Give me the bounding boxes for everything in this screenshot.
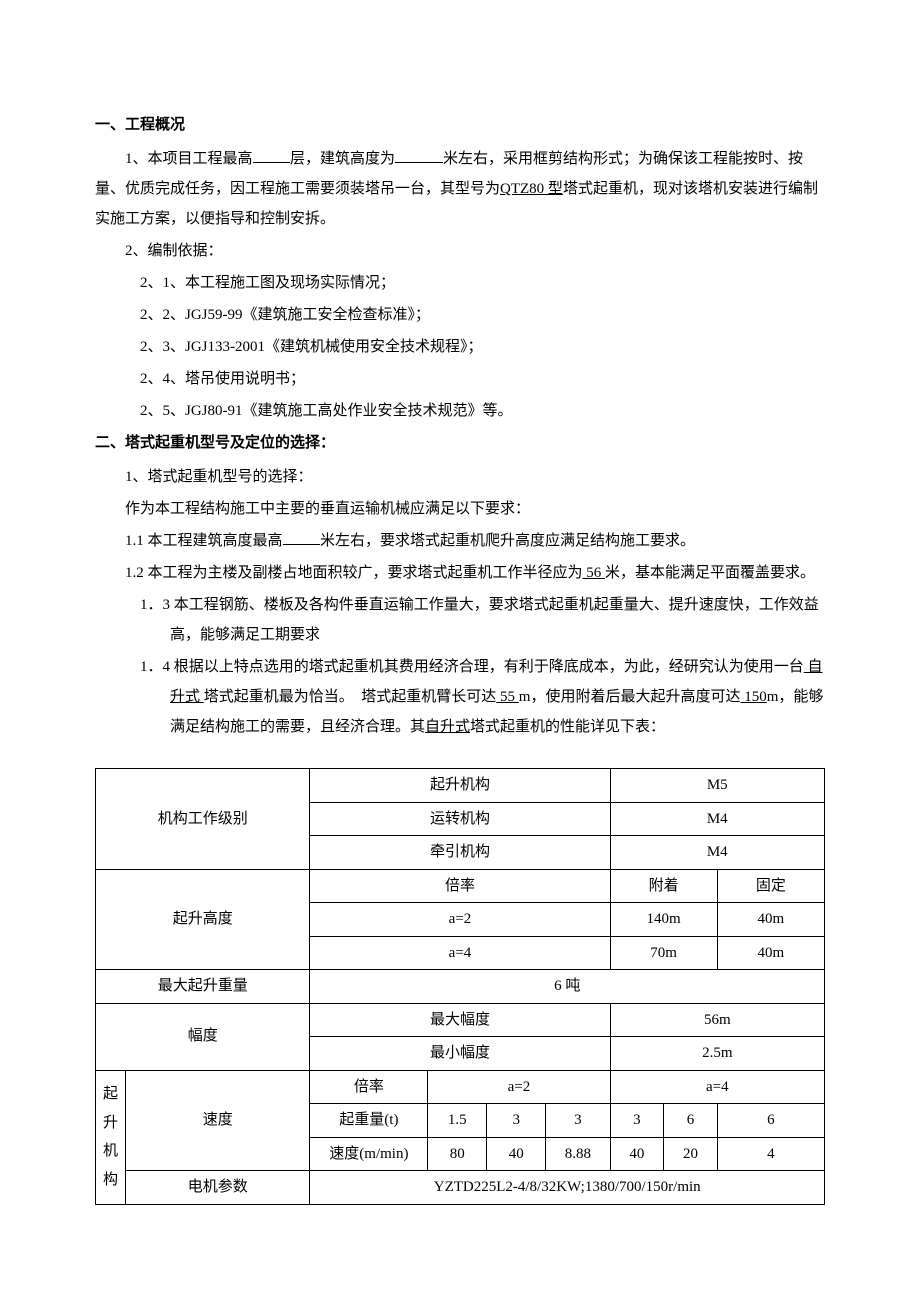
section-2-para-1-2: 1.2 本工程为主楼及副楼占地面积较广，要求塔式起重机工作半径应为 56 米，基… bbox=[95, 558, 825, 588]
cell: 8.88 bbox=[546, 1137, 610, 1171]
cell: M4 bbox=[610, 802, 824, 836]
cell: 倍率 bbox=[310, 869, 610, 903]
section-2-para-1-3: 1．3 本工程钢筋、楼板及各构件垂直运输工作量大，要求塔式起重机起重量大、提升速… bbox=[95, 590, 825, 650]
cell: 牵引机构 bbox=[310, 836, 610, 870]
text: 米，基本能满足平面覆盖要求。 bbox=[605, 565, 815, 581]
cell: 最大幅度 bbox=[310, 1003, 610, 1037]
table-row: 起升机构 速度 倍率 a=2 a=4 bbox=[96, 1070, 825, 1104]
text: 层，建筑高度为 bbox=[290, 151, 395, 167]
cell: 40 bbox=[610, 1137, 664, 1171]
section-1-para-1: 1、本项目工程最高层，建筑高度为米左右，采用框剪结构形式；为确保该工程能按时、按… bbox=[95, 144, 825, 234]
cell: a=4 bbox=[610, 1070, 824, 1104]
cell: M4 bbox=[610, 836, 824, 870]
text: 1、本项目工程最高 bbox=[125, 151, 253, 167]
cell: 最小幅度 bbox=[310, 1037, 610, 1071]
type2-underline: 自升式 bbox=[425, 719, 470, 735]
cell: 40 bbox=[487, 1137, 546, 1171]
radius-underline: 56 bbox=[583, 565, 606, 581]
arm-underline: 55 bbox=[496, 689, 519, 705]
cell: a=2 bbox=[310, 903, 610, 937]
table-row: 电机参数 YZTD225L2-4/8/32KW;1380/700/150r/mi… bbox=[96, 1171, 825, 1205]
cell: 4 bbox=[717, 1137, 824, 1171]
section-1-para-2: 2、编制依据： bbox=[95, 236, 825, 266]
text: 1．4 根据以上特点选用的塔式起重机其费用经济合理，有利于降底成本，为此，经研究… bbox=[140, 659, 804, 675]
spec-table: 机构工作级别 起升机构 M5 运转机构 M4 牵引机构 M4 起升高度 倍率 附… bbox=[95, 768, 825, 1205]
cell: 56m bbox=[610, 1003, 824, 1037]
cell: 6 bbox=[717, 1104, 824, 1138]
cell: 起升机构 bbox=[310, 769, 610, 803]
section-2-title: 二、塔式起重机型号及定位的选择： bbox=[95, 428, 825, 458]
cell: 起重量(t) bbox=[310, 1104, 428, 1138]
cell-label: 起升高度 bbox=[96, 869, 310, 970]
cell: a=2 bbox=[428, 1070, 610, 1104]
cell: 3 bbox=[546, 1104, 610, 1138]
text: m，使用附着后最大起升高度可达 bbox=[519, 689, 741, 705]
text: 米左右，要求塔式起重机爬升高度应满足结构施工要求。 bbox=[320, 533, 695, 549]
table-row: 幅度 最大幅度 56m bbox=[96, 1003, 825, 1037]
section-2-para-1-4: 1．4 根据以上特点选用的塔式起重机其费用经济合理，有利于降底成本，为此，经研究… bbox=[95, 652, 825, 742]
cell: 速度(m/min) bbox=[310, 1137, 428, 1171]
cell: 附着 bbox=[610, 869, 717, 903]
cell: 运转机构 bbox=[310, 802, 610, 836]
cell: 140m bbox=[610, 903, 717, 937]
cell-label: 幅度 bbox=[96, 1003, 310, 1070]
cell: 固定 bbox=[717, 869, 824, 903]
section-1-item-2-2: 2、2、JGJ59-99《建筑施工安全检查标准》； bbox=[95, 300, 825, 330]
blank-floors bbox=[253, 147, 291, 164]
text: 塔式起重机的性能详见下表： bbox=[470, 719, 665, 735]
cell: 6 bbox=[664, 1104, 718, 1138]
cell: 80 bbox=[428, 1137, 487, 1171]
text: 塔式起重机最为恰当。 塔式起重机臂长可达 bbox=[204, 689, 497, 705]
section-2-para-1-1: 1.1 本工程建筑高度最高 米左右，要求塔式起重机爬升高度应满足结构施工要求。 bbox=[95, 526, 825, 556]
cell: YZTD225L2-4/8/32KW;1380/700/150r/min bbox=[310, 1171, 825, 1205]
text: 1.1 本工程建筑高度最高 bbox=[125, 533, 283, 549]
section-1-item-2-1: 2、1、本工程施工图及现场实际情况； bbox=[95, 268, 825, 298]
blank-height-2 bbox=[283, 529, 321, 546]
section-2-para-2: 作为本工程结构施工中主要的垂直运输机械应满足以下要求： bbox=[95, 494, 825, 524]
section-1-title: 一、工程概况 bbox=[95, 110, 825, 140]
table-row: 机构工作级别 起升机构 M5 bbox=[96, 769, 825, 803]
cell: a=4 bbox=[310, 936, 610, 970]
cell: 40m bbox=[717, 903, 824, 937]
cell: 3 bbox=[487, 1104, 546, 1138]
cell: 6 吨 bbox=[310, 970, 825, 1004]
cell: 20 bbox=[664, 1137, 718, 1171]
blank-height bbox=[395, 147, 443, 164]
cell: 3 bbox=[610, 1104, 664, 1138]
cell: M5 bbox=[610, 769, 824, 803]
table-row: 起升高度 倍率 附着 固定 bbox=[96, 869, 825, 903]
section-1-item-2-4: 2、4、塔吊使用说明书； bbox=[95, 364, 825, 394]
cell: 2.5m bbox=[610, 1037, 824, 1071]
model-underline: QTZ80 型 bbox=[500, 181, 563, 197]
cell: 倍率 bbox=[310, 1070, 428, 1104]
section-1-item-2-5: 2、5、JGJ80-91《建筑施工高处作业安全技术规范》等。 bbox=[95, 396, 825, 426]
cell-label: 电机参数 bbox=[126, 1171, 310, 1205]
section-1-item-2-3: 2、3、JGJ133-2001《建筑机械使用安全技术规程》； bbox=[95, 332, 825, 362]
text: 1.2 本工程为主楼及副楼占地面积较广，要求塔式起重机工作半径应为 bbox=[125, 565, 583, 581]
cell: 70m bbox=[610, 936, 717, 970]
maxheight-underline: 150 bbox=[740, 689, 766, 705]
table-row: 最大起升重量 6 吨 bbox=[96, 970, 825, 1004]
cell: 1.5 bbox=[428, 1104, 487, 1138]
section-2-para-1: 1、塔式起重机型号的选择： bbox=[95, 462, 825, 492]
cell-side-label: 起升机构 bbox=[96, 1070, 126, 1204]
cell-label: 最大起升重量 bbox=[96, 970, 310, 1004]
cell: 40m bbox=[717, 936, 824, 970]
cell-label: 机构工作级别 bbox=[96, 769, 310, 870]
cell-label: 速度 bbox=[126, 1070, 310, 1171]
